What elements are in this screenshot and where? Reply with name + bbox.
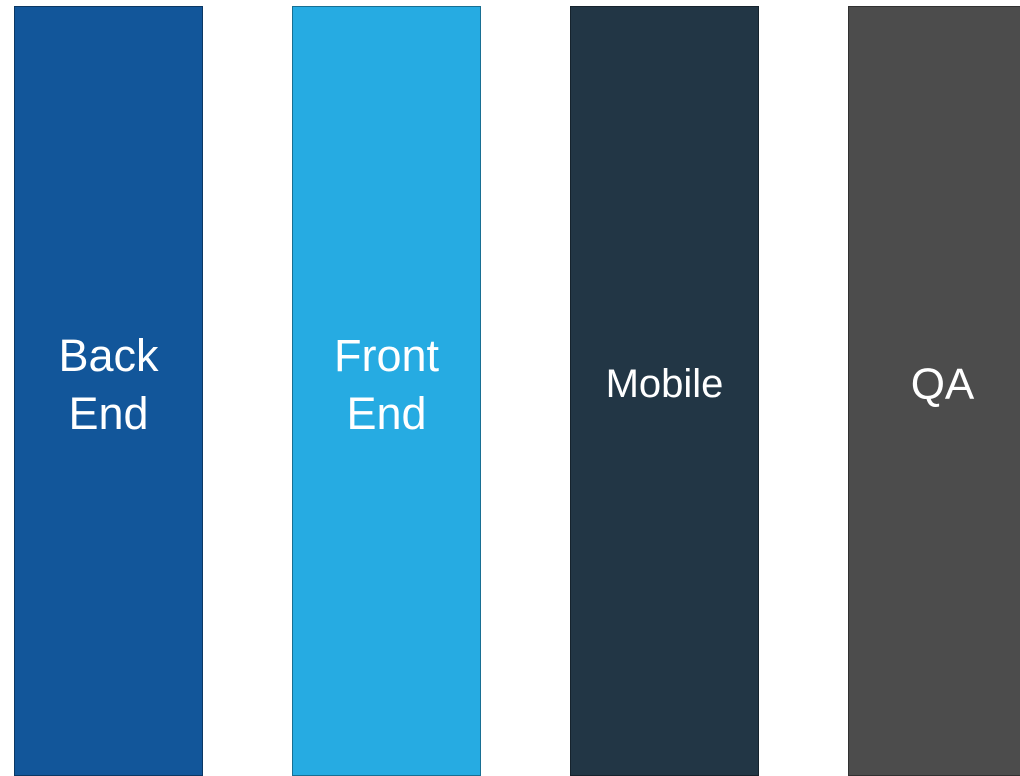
column-label: QA xyxy=(910,359,975,409)
column-qa: QA xyxy=(848,6,1020,776)
column-mobile: Mobile xyxy=(570,6,759,776)
column-label: Mobile xyxy=(605,362,724,407)
column-label: Back End xyxy=(58,330,159,439)
column-label: Front End xyxy=(333,330,440,439)
column-front-end: Front End xyxy=(292,6,481,776)
column-back-end: Back End xyxy=(14,6,203,776)
